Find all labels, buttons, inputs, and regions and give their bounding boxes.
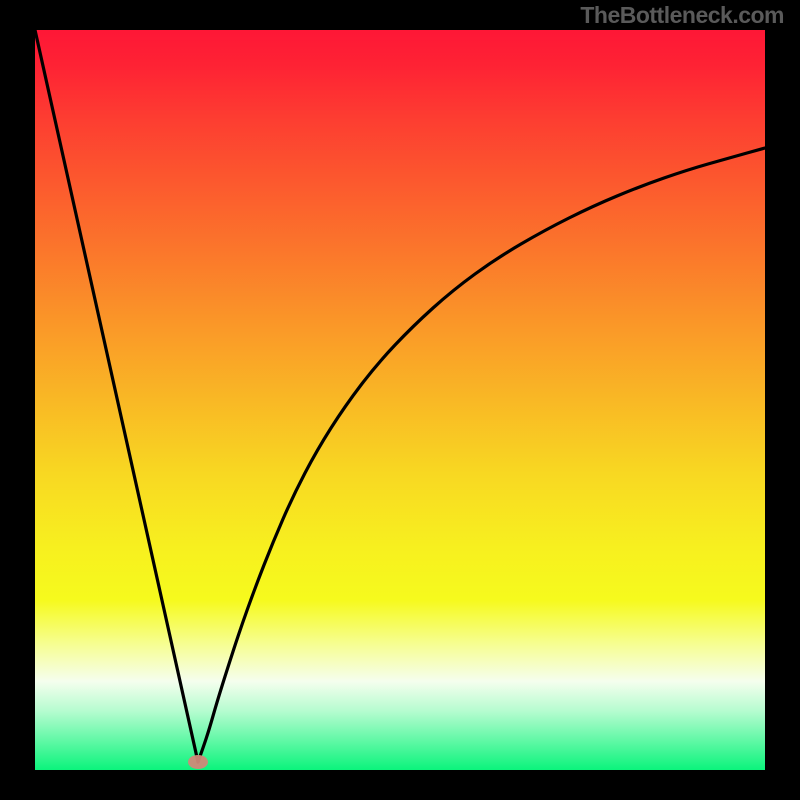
minimum-marker: [188, 755, 208, 769]
right-curve-segment: [198, 148, 765, 762]
chart-container: TheBottleneck.com: [0, 0, 800, 800]
curve-overlay: [35, 30, 765, 770]
watermark-text: TheBottleneck.com: [580, 2, 784, 29]
left-line-segment: [35, 30, 198, 762]
plot-area: [35, 30, 765, 770]
